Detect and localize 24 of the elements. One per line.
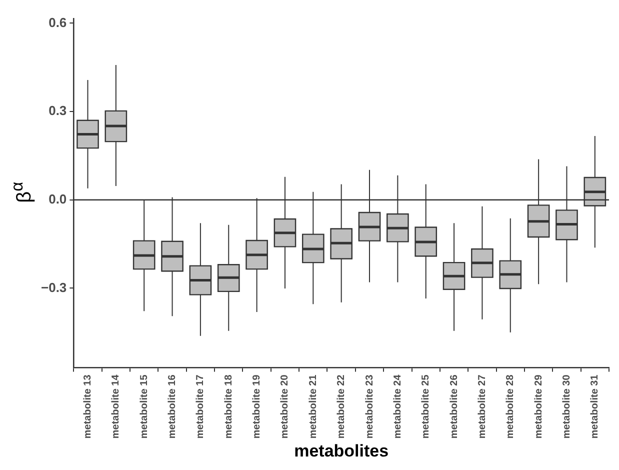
x-tick-label: metabolite 27 [476, 374, 488, 439]
x-axis-title: metabolites [294, 441, 389, 460]
x-tick-label: metabolite 25 [420, 374, 432, 439]
x-tick-label: metabolite 29 [533, 374, 544, 439]
x-tick-label: metabolite 22 [336, 374, 348, 439]
y-tick-label: 0.6 [48, 14, 67, 30]
x-tick-label: metabolite 19 [252, 374, 263, 439]
x-tick-label: metabolite 28 [505, 374, 516, 439]
x-tick-label: metabolite 13 [82, 374, 94, 439]
x-tick-label: metabolite 20 [280, 374, 291, 439]
x-tick-label: metabolite 18 [223, 374, 234, 439]
x-tick-label: metabolite 17 [195, 374, 206, 439]
y-tick-label: 0.0 [48, 191, 67, 206]
x-tick-label: metabolite 15 [138, 374, 150, 439]
x-tick-label: metabolite 21 [308, 374, 319, 439]
x-tick-label: metabolite 24 [392, 374, 404, 439]
y-tick-label: −0.3 [40, 280, 67, 295]
x-tick-label: metabolite 23 [364, 374, 376, 439]
x-tick-label: metabolite 31 [590, 374, 601, 439]
x-tick-label: metabolite 16 [167, 374, 178, 439]
y-tick-label: 0.3 [48, 103, 67, 118]
x-tick-label: metabolite 26 [448, 374, 460, 439]
x-tick-label: metabolite 14 [110, 374, 122, 439]
x-tick-label: metabolite 30 [561, 374, 572, 439]
